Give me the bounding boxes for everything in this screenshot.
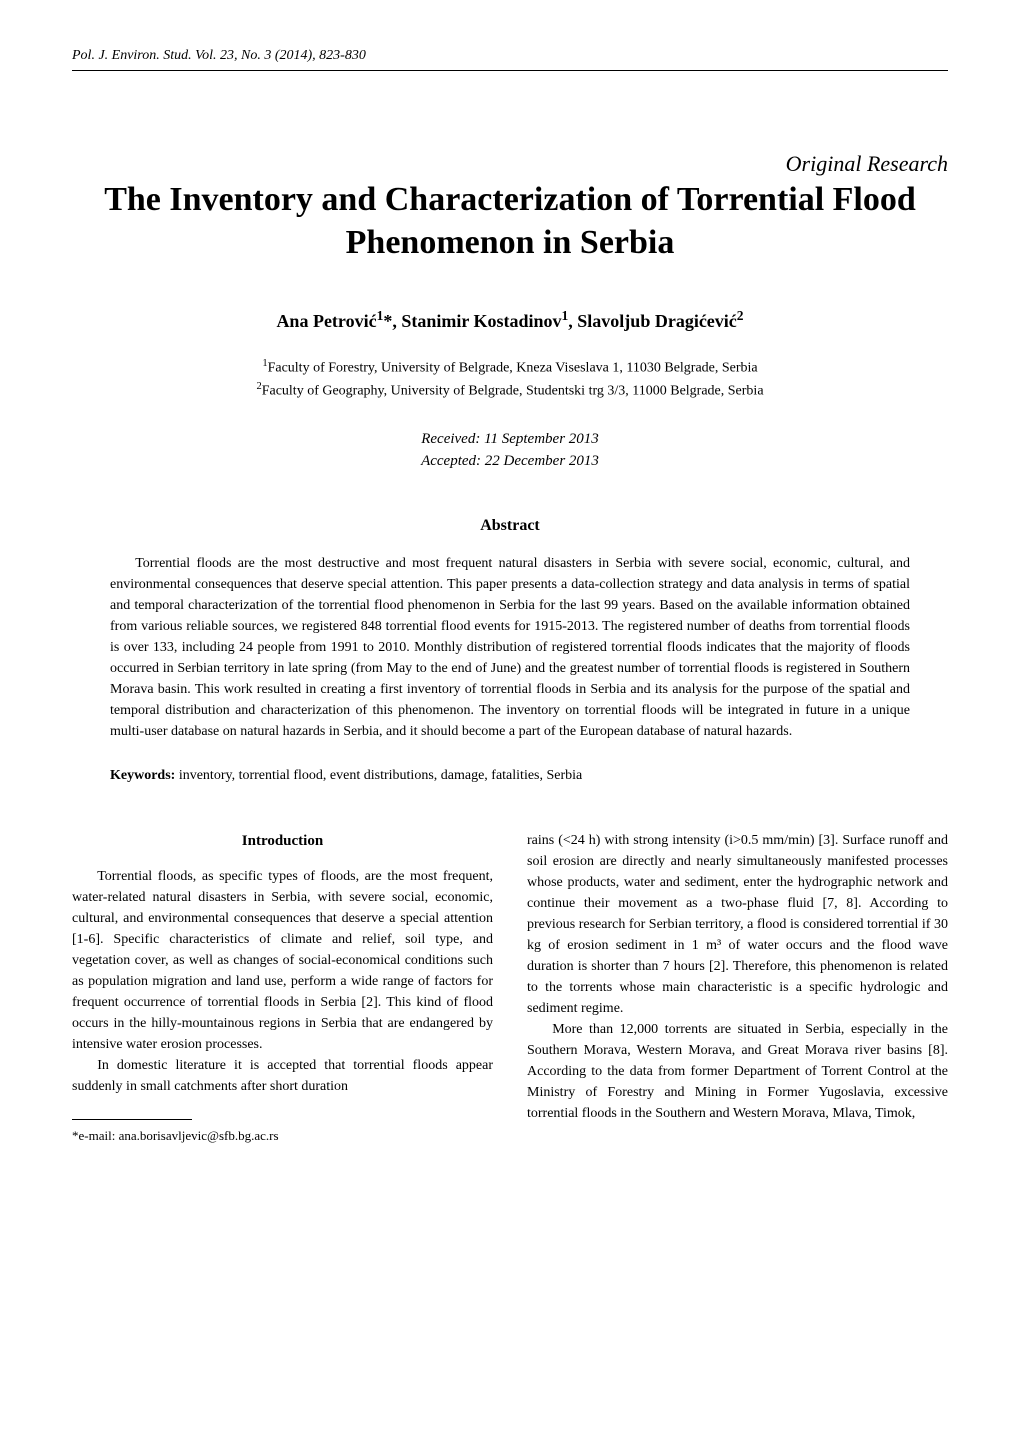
author-list: Ana Petrović1*, Stanimir Kostadinov1, Sl…	[72, 308, 948, 332]
abstract-body: Torrential floods are the most destructi…	[110, 553, 910, 742]
accepted-date: Accepted: 22 December 2013	[72, 450, 948, 473]
left-column: Introduction Torrential floods, as speci…	[72, 830, 493, 1146]
keywords-label: Keywords:	[110, 768, 175, 783]
body-paragraph: In domestic literature it is accepted th…	[72, 1055, 493, 1097]
article-dates: Received: 11 September 2013 Accepted: 22…	[72, 428, 948, 473]
affiliation-line: 1Faculty of Forestry, University of Belg…	[72, 356, 948, 379]
article-title: The Inventory and Characterization of To…	[72, 179, 948, 264]
running-head: Pol. J. Environ. Stud. Vol. 23, No. 3 (2…	[72, 48, 948, 71]
keywords-text: inventory, torrential flood, event distr…	[175, 768, 582, 783]
keywords: Keywords: inventory, torrential flood, e…	[110, 768, 910, 784]
abstract-heading: Abstract	[72, 517, 948, 535]
right-column: rains (<24 h) with strong intensity (i>0…	[527, 830, 948, 1146]
article-type-kicker: Original Research	[72, 151, 948, 177]
affiliations: 1Faculty of Forestry, University of Belg…	[72, 356, 948, 402]
received-date: Received: 11 September 2013	[72, 428, 948, 451]
body-paragraph: rains (<24 h) with strong intensity (i>0…	[527, 830, 948, 1019]
section-heading-introduction: Introduction	[72, 830, 493, 853]
affiliation-line: 2Faculty of Geography, University of Bel…	[72, 379, 948, 402]
body-paragraph: More than 12,000 torrents are situated i…	[527, 1019, 948, 1124]
body-columns: Introduction Torrential floods, as speci…	[72, 830, 948, 1146]
body-paragraph: Torrential floods, as specific types of …	[72, 866, 493, 1055]
footnote-rule	[72, 1119, 192, 1120]
corresponding-author-footnote: *e-mail: ana.borisavljevic@sfb.bg.ac.rs	[72, 1126, 493, 1146]
